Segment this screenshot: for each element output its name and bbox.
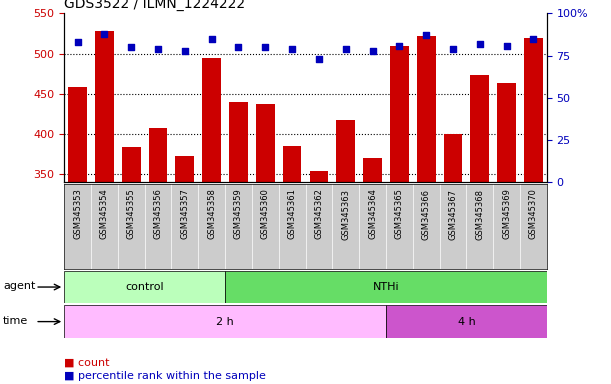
Point — [233, 44, 243, 50]
Point — [422, 32, 431, 38]
Text: GDS3522 / ILMN_1224222: GDS3522 / ILMN_1224222 — [64, 0, 245, 11]
Text: GSM345359: GSM345359 — [234, 189, 243, 239]
Text: GSM345365: GSM345365 — [395, 189, 404, 239]
Bar — [386, 305, 547, 338]
Bar — [363, 158, 382, 182]
Text: GSM345354: GSM345354 — [100, 189, 109, 239]
Text: GSM345368: GSM345368 — [475, 189, 485, 240]
Text: GSM345360: GSM345360 — [261, 189, 270, 239]
Bar — [225, 271, 547, 303]
Bar — [148, 128, 167, 182]
Point — [287, 46, 297, 52]
Text: GSM345364: GSM345364 — [368, 189, 377, 239]
Text: GSM345362: GSM345362 — [315, 189, 323, 239]
Bar — [64, 305, 386, 338]
Bar — [524, 38, 543, 182]
Point — [529, 36, 538, 42]
Point — [126, 44, 136, 50]
Point — [502, 43, 511, 49]
Bar — [336, 120, 355, 182]
Bar — [122, 147, 141, 182]
Point — [180, 48, 190, 54]
Bar — [417, 36, 436, 182]
Text: ■ percentile rank within the sample: ■ percentile rank within the sample — [64, 371, 266, 381]
Point — [448, 46, 458, 52]
Bar — [202, 58, 221, 182]
Point — [73, 39, 82, 45]
Point — [207, 36, 216, 42]
Text: NTHi: NTHi — [373, 282, 399, 292]
Text: GSM345358: GSM345358 — [207, 189, 216, 239]
Text: agent: agent — [3, 281, 35, 291]
Text: GSM345366: GSM345366 — [422, 189, 431, 240]
Text: 2 h: 2 h — [216, 316, 234, 327]
Bar — [497, 83, 516, 182]
Text: GSM345356: GSM345356 — [153, 189, 163, 239]
Bar — [229, 102, 248, 182]
Point — [341, 46, 351, 52]
Text: GSM345363: GSM345363 — [341, 189, 350, 240]
Point — [475, 41, 485, 47]
Bar — [175, 156, 194, 182]
Bar — [283, 146, 301, 182]
Bar — [68, 88, 87, 182]
Text: GSM345369: GSM345369 — [502, 189, 511, 239]
Text: GSM345355: GSM345355 — [126, 189, 136, 239]
Point — [395, 43, 404, 49]
Point — [314, 56, 324, 62]
Bar — [64, 271, 225, 303]
Text: ■ count: ■ count — [64, 358, 109, 368]
Bar — [310, 171, 328, 182]
Bar — [444, 134, 463, 182]
Point — [100, 31, 109, 37]
Bar — [390, 46, 409, 182]
Text: control: control — [125, 282, 164, 292]
Text: GSM345367: GSM345367 — [448, 189, 458, 240]
Bar — [256, 104, 275, 182]
Text: GSM345361: GSM345361 — [288, 189, 296, 239]
Text: GSM345370: GSM345370 — [529, 189, 538, 239]
Text: GSM345353: GSM345353 — [73, 189, 82, 239]
Bar — [470, 75, 489, 182]
Point — [260, 44, 270, 50]
Text: GSM345357: GSM345357 — [180, 189, 189, 239]
Bar — [95, 31, 114, 182]
Text: 4 h: 4 h — [458, 316, 475, 327]
Text: time: time — [3, 316, 28, 326]
Point — [368, 48, 378, 54]
Point — [153, 46, 163, 52]
